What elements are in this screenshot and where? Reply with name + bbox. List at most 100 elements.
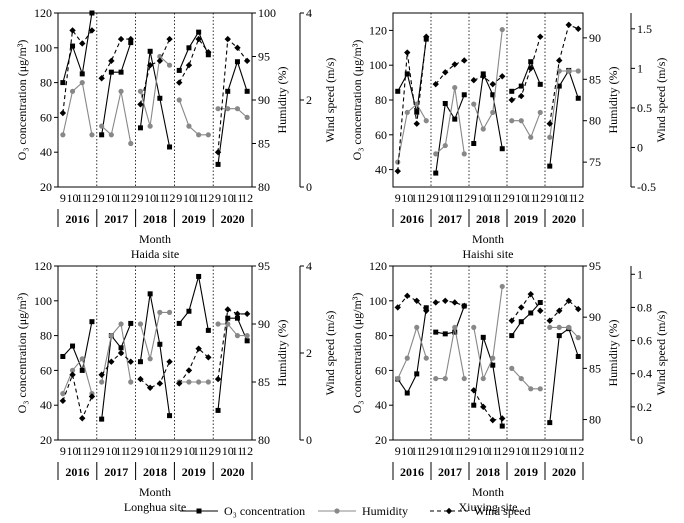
point-o3 <box>556 83 562 89</box>
series-line-wind <box>549 24 579 124</box>
point-humidity <box>547 324 553 331</box>
humidity-axis-title: Humidity (%) <box>275 67 289 134</box>
point-humidity <box>414 324 420 331</box>
series-line-o3 <box>473 337 503 427</box>
point-o3 <box>89 319 95 325</box>
month-tick-label: 11 <box>154 191 166 205</box>
point-wind <box>137 375 144 383</box>
point-wind <box>423 33 430 40</box>
point-o3 <box>176 320 182 326</box>
point-wind <box>69 371 76 378</box>
month-tick-label: 10 <box>515 444 527 458</box>
legend-item-wind: Wind speed <box>430 504 531 518</box>
point-wind <box>88 393 96 400</box>
year-label: 2019 <box>514 465 538 479</box>
month-tick-label: 11 <box>411 191 423 205</box>
point-humidity <box>509 365 515 371</box>
point-humidity <box>118 321 124 327</box>
humidity-tick-label: 90 <box>258 317 270 331</box>
point-humidity <box>404 109 410 116</box>
series-line-o3 <box>473 71 503 149</box>
point-wind <box>137 101 144 108</box>
point-humidity <box>480 126 486 132</box>
point-o3 <box>537 81 543 87</box>
month-tick-label: 9 <box>433 191 439 205</box>
point-humidity <box>556 324 562 331</box>
series-line-humidity <box>549 326 579 338</box>
point-wind <box>243 57 251 65</box>
humidity-tick-label: 95 <box>258 50 270 64</box>
point-humidity <box>166 309 173 315</box>
point-humidity <box>471 101 477 107</box>
point-humidity <box>128 140 134 147</box>
point-o3 <box>225 88 231 94</box>
point-humidity <box>157 309 163 315</box>
month-tick-label: 12 <box>572 444 584 458</box>
wind-tick-label: 0.5 <box>637 101 652 115</box>
series-line-o3 <box>549 69 579 167</box>
series-line-o3 <box>549 327 579 423</box>
series-humidity <box>395 26 581 165</box>
wind-tick-label: 4 <box>306 259 312 273</box>
point-wind <box>185 367 193 374</box>
wind-axis-title: Wind speed (m/s) <box>654 311 668 396</box>
point-wind <box>195 345 202 352</box>
year-label: 2016 <box>400 465 424 479</box>
month-tick-label: 10 <box>553 191 565 205</box>
wind-tick-label: 1.5 <box>637 22 652 36</box>
point-wind <box>59 397 67 405</box>
humidity-tick-label: 90 <box>589 310 601 324</box>
y-tick-label: 60 <box>40 110 52 124</box>
month-tick-label: 10 <box>401 191 413 205</box>
x-axis-title: Month <box>139 232 171 246</box>
month-tick-label: 11 <box>193 191 205 205</box>
point-humidity <box>205 132 211 138</box>
humidity-tick-label: 95 <box>258 259 270 273</box>
point-o3 <box>414 371 420 377</box>
month-tick-label: 10 <box>105 444 117 458</box>
y-tick-label: 40 <box>40 398 52 412</box>
point-wind <box>117 349 125 357</box>
legend-label: O₃ concentration <box>224 504 305 518</box>
series-line-wind <box>101 38 131 79</box>
series-line-o3 <box>178 30 209 71</box>
point-o3 <box>137 359 143 365</box>
month-tick-label: 11 <box>525 444 537 458</box>
series-line-humidity <box>511 112 541 139</box>
point-wind <box>489 416 496 424</box>
point-humidity <box>244 333 250 339</box>
point-o3 <box>528 310 534 316</box>
point-o3 <box>509 88 515 94</box>
humidity-tick-label: 85 <box>589 361 601 375</box>
humidity-tick-label: 85 <box>589 72 601 86</box>
series-line-o3 <box>178 276 209 331</box>
month-tick-label: 12 <box>458 444 470 458</box>
point-humidity <box>575 335 581 341</box>
series-line-humidity <box>473 29 503 131</box>
point-wind <box>176 79 183 86</box>
month-tick-label: 12 <box>241 444 253 458</box>
point-humidity <box>225 106 231 112</box>
month-tick-label: 10 <box>515 191 527 205</box>
year-label: 2018 <box>143 465 167 479</box>
wind-tick-label: 0 <box>637 140 643 154</box>
point-o3 <box>471 141 477 146</box>
point-o3 <box>186 45 192 51</box>
series-line-wind <box>139 38 171 105</box>
series-o3 <box>395 300 581 429</box>
month-tick-label: 9 <box>509 191 515 205</box>
y-tick-label: 100 <box>34 294 52 308</box>
point-wind <box>470 387 477 394</box>
point-humidity <box>196 379 202 385</box>
series-line-humidity <box>511 368 541 390</box>
y-tick-label: 60 <box>375 363 387 377</box>
series-wind <box>59 306 251 422</box>
month-tick-label: 9 <box>176 191 182 205</box>
series-line-o3 <box>62 321 93 373</box>
series-line-o3 <box>435 94 465 174</box>
point-humidity <box>69 88 76 94</box>
point-wind <box>156 57 164 65</box>
month-tick-label: 11 <box>563 444 575 458</box>
month-tick-label: 12 <box>164 191 176 205</box>
